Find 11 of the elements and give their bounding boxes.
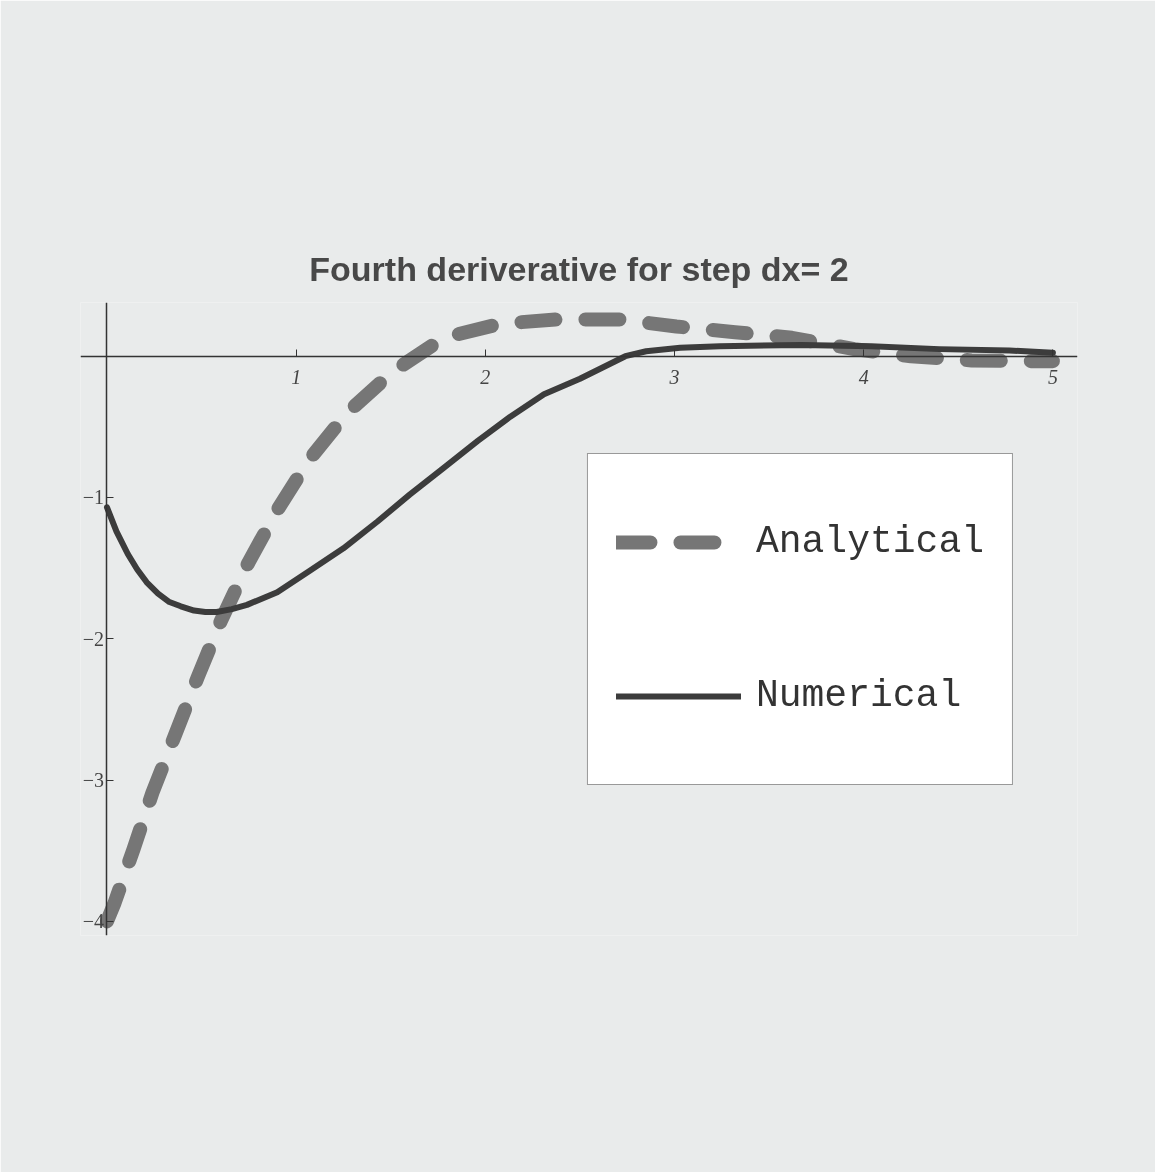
x-tick-label: 3 <box>668 366 680 389</box>
x-tick-label: 4 <box>858 366 869 389</box>
x-tick-label: 5 <box>1047 366 1058 389</box>
legend-label: Analytical <box>755 519 984 565</box>
x-tick-label: 2 <box>480 366 491 389</box>
chart-title: Fourth deriverative for step dx= 2 <box>309 249 849 288</box>
x-tick-label: 1 <box>291 366 302 389</box>
y-tick-label: −3 <box>82 769 104 792</box>
legend-label: Numerical <box>755 673 962 719</box>
y-tick-label: −1 <box>82 486 104 509</box>
y-tick-label: −2 <box>82 627 104 650</box>
